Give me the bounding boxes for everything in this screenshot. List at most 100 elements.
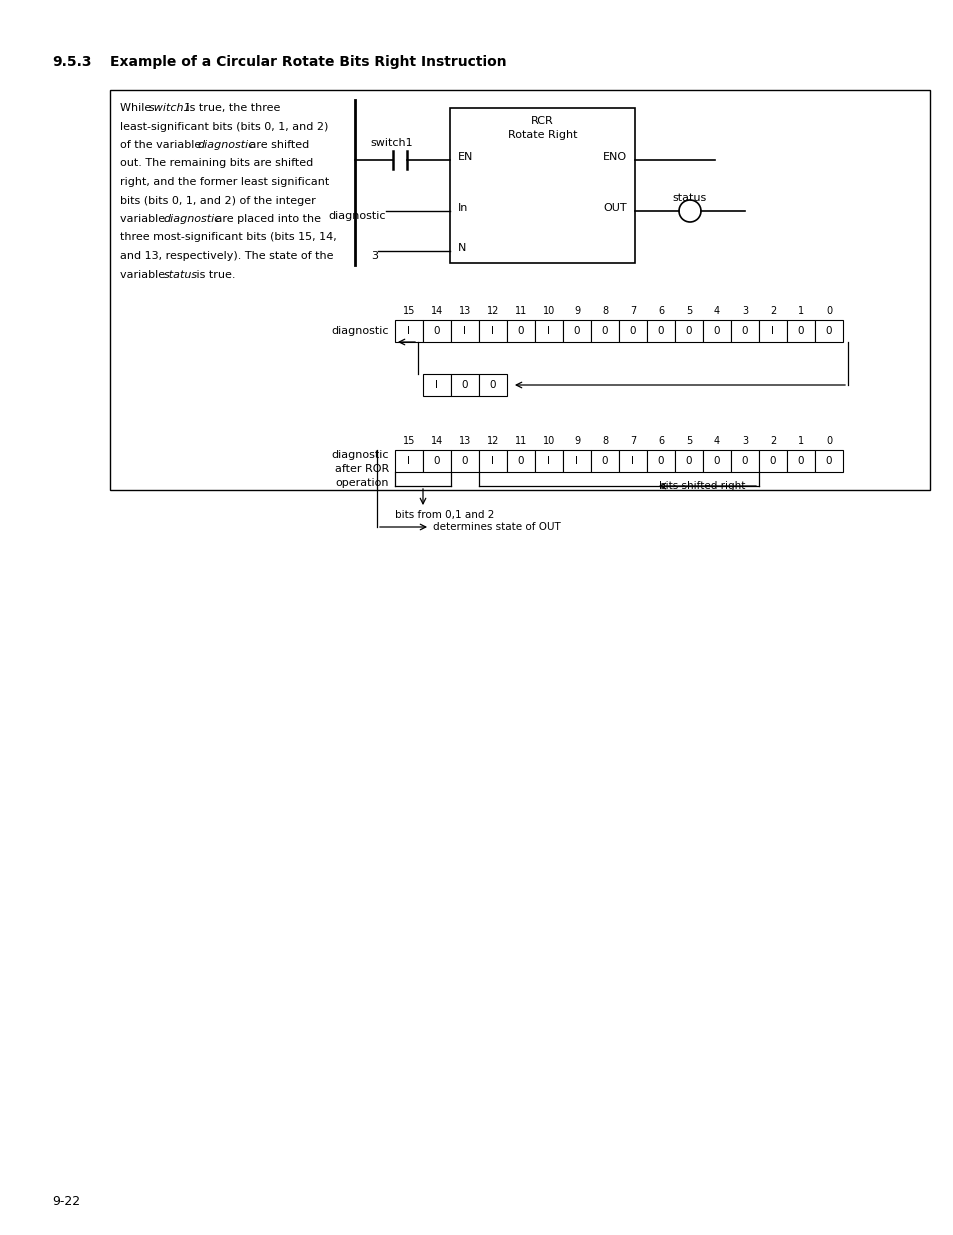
- Bar: [730, 320, 759, 342]
- Text: 6: 6: [658, 306, 663, 316]
- Text: 7: 7: [629, 306, 636, 316]
- Text: I: I: [575, 456, 578, 466]
- Text: out. The remaining bits are shifted: out. The remaining bits are shifted: [120, 158, 313, 168]
- Bar: [422, 450, 451, 472]
- Text: 0: 0: [825, 326, 831, 336]
- Text: least-significant bits (bits 0, 1, and 2): least-significant bits (bits 0, 1, and 2…: [120, 121, 328, 131]
- Text: diagnostic: diagnostic: [331, 450, 389, 459]
- Text: I: I: [547, 456, 550, 466]
- Text: 0: 0: [629, 326, 636, 336]
- Text: Rotate Right: Rotate Right: [507, 130, 577, 140]
- Bar: [618, 320, 646, 342]
- Bar: [618, 450, 646, 472]
- Text: diagnostic: diagnostic: [328, 211, 386, 221]
- Text: 3: 3: [371, 251, 377, 261]
- Text: N: N: [457, 243, 466, 253]
- Text: 7: 7: [629, 436, 636, 446]
- Bar: [675, 450, 702, 472]
- Text: 0: 0: [713, 456, 720, 466]
- Text: bits from 0,1 and 2: bits from 0,1 and 2: [395, 510, 494, 520]
- Bar: [506, 320, 535, 342]
- Bar: [702, 450, 730, 472]
- Text: 0: 0: [657, 326, 663, 336]
- Text: 5: 5: [685, 436, 691, 446]
- Text: 0: 0: [741, 326, 747, 336]
- Text: I: I: [771, 326, 774, 336]
- Text: of the variable: of the variable: [120, 140, 205, 149]
- Bar: [730, 450, 759, 472]
- Text: after ROR: after ROR: [335, 464, 389, 474]
- Bar: [814, 320, 842, 342]
- Bar: [786, 450, 814, 472]
- Text: 0: 0: [434, 456, 439, 466]
- Text: I: I: [491, 456, 494, 466]
- Bar: [110, 90, 929, 490]
- Text: diagnostic: diagnostic: [164, 214, 221, 224]
- Text: are placed into the: are placed into the: [212, 214, 321, 224]
- Text: 4: 4: [713, 306, 720, 316]
- Text: 1: 1: [797, 436, 803, 446]
- Bar: [535, 450, 562, 472]
- Text: 12: 12: [486, 306, 498, 316]
- Bar: [395, 320, 422, 342]
- Text: 9: 9: [574, 436, 579, 446]
- Text: 15: 15: [402, 306, 415, 316]
- Text: 6: 6: [658, 436, 663, 446]
- Text: diagnostic: diagnostic: [197, 140, 254, 149]
- Text: I: I: [407, 326, 410, 336]
- Text: 0: 0: [573, 326, 579, 336]
- Text: OUT: OUT: [602, 203, 626, 212]
- Bar: [450, 107, 635, 263]
- Text: status: status: [164, 269, 197, 279]
- Text: 1: 1: [797, 306, 803, 316]
- Text: operation: operation: [335, 478, 389, 488]
- Text: 13: 13: [458, 436, 471, 446]
- Text: 0: 0: [517, 456, 524, 466]
- Text: 0: 0: [685, 456, 692, 466]
- Bar: [759, 320, 786, 342]
- Bar: [395, 450, 422, 472]
- Text: determines state of OUT: determines state of OUT: [433, 522, 560, 532]
- Text: 0: 0: [517, 326, 524, 336]
- Text: 0: 0: [825, 436, 831, 446]
- Text: 14: 14: [431, 436, 442, 446]
- Bar: [478, 374, 506, 396]
- Text: I: I: [407, 456, 410, 466]
- Bar: [451, 374, 478, 396]
- Text: 13: 13: [458, 306, 471, 316]
- Text: I: I: [491, 326, 494, 336]
- Text: 2: 2: [769, 306, 776, 316]
- Bar: [814, 450, 842, 472]
- Text: 9: 9: [574, 306, 579, 316]
- Text: 0: 0: [741, 456, 747, 466]
- Text: 5: 5: [685, 306, 691, 316]
- Bar: [535, 320, 562, 342]
- Bar: [702, 320, 730, 342]
- Bar: [451, 450, 478, 472]
- Bar: [562, 450, 590, 472]
- Bar: [422, 374, 451, 396]
- Text: 11: 11: [515, 306, 527, 316]
- Bar: [786, 320, 814, 342]
- Text: 0: 0: [713, 326, 720, 336]
- Text: 14: 14: [431, 306, 442, 316]
- Text: 0: 0: [685, 326, 692, 336]
- Text: bits (bits 0, 1, and 2) of the integer: bits (bits 0, 1, and 2) of the integer: [120, 195, 315, 205]
- Text: 0: 0: [797, 456, 803, 466]
- Bar: [422, 320, 451, 342]
- Text: 0: 0: [489, 380, 496, 390]
- Bar: [562, 320, 590, 342]
- Bar: [478, 450, 506, 472]
- Text: variable: variable: [120, 214, 169, 224]
- Bar: [451, 320, 478, 342]
- Text: 10: 10: [542, 436, 555, 446]
- Text: three most-significant bits (bits 15, 14,: three most-significant bits (bits 15, 14…: [120, 232, 336, 242]
- Text: 0: 0: [461, 380, 468, 390]
- Bar: [590, 450, 618, 472]
- Text: 4: 4: [713, 436, 720, 446]
- Text: I: I: [435, 380, 438, 390]
- Bar: [478, 320, 506, 342]
- Text: RCR: RCR: [531, 116, 554, 126]
- Text: ENO: ENO: [602, 152, 626, 162]
- Text: status: status: [672, 193, 706, 203]
